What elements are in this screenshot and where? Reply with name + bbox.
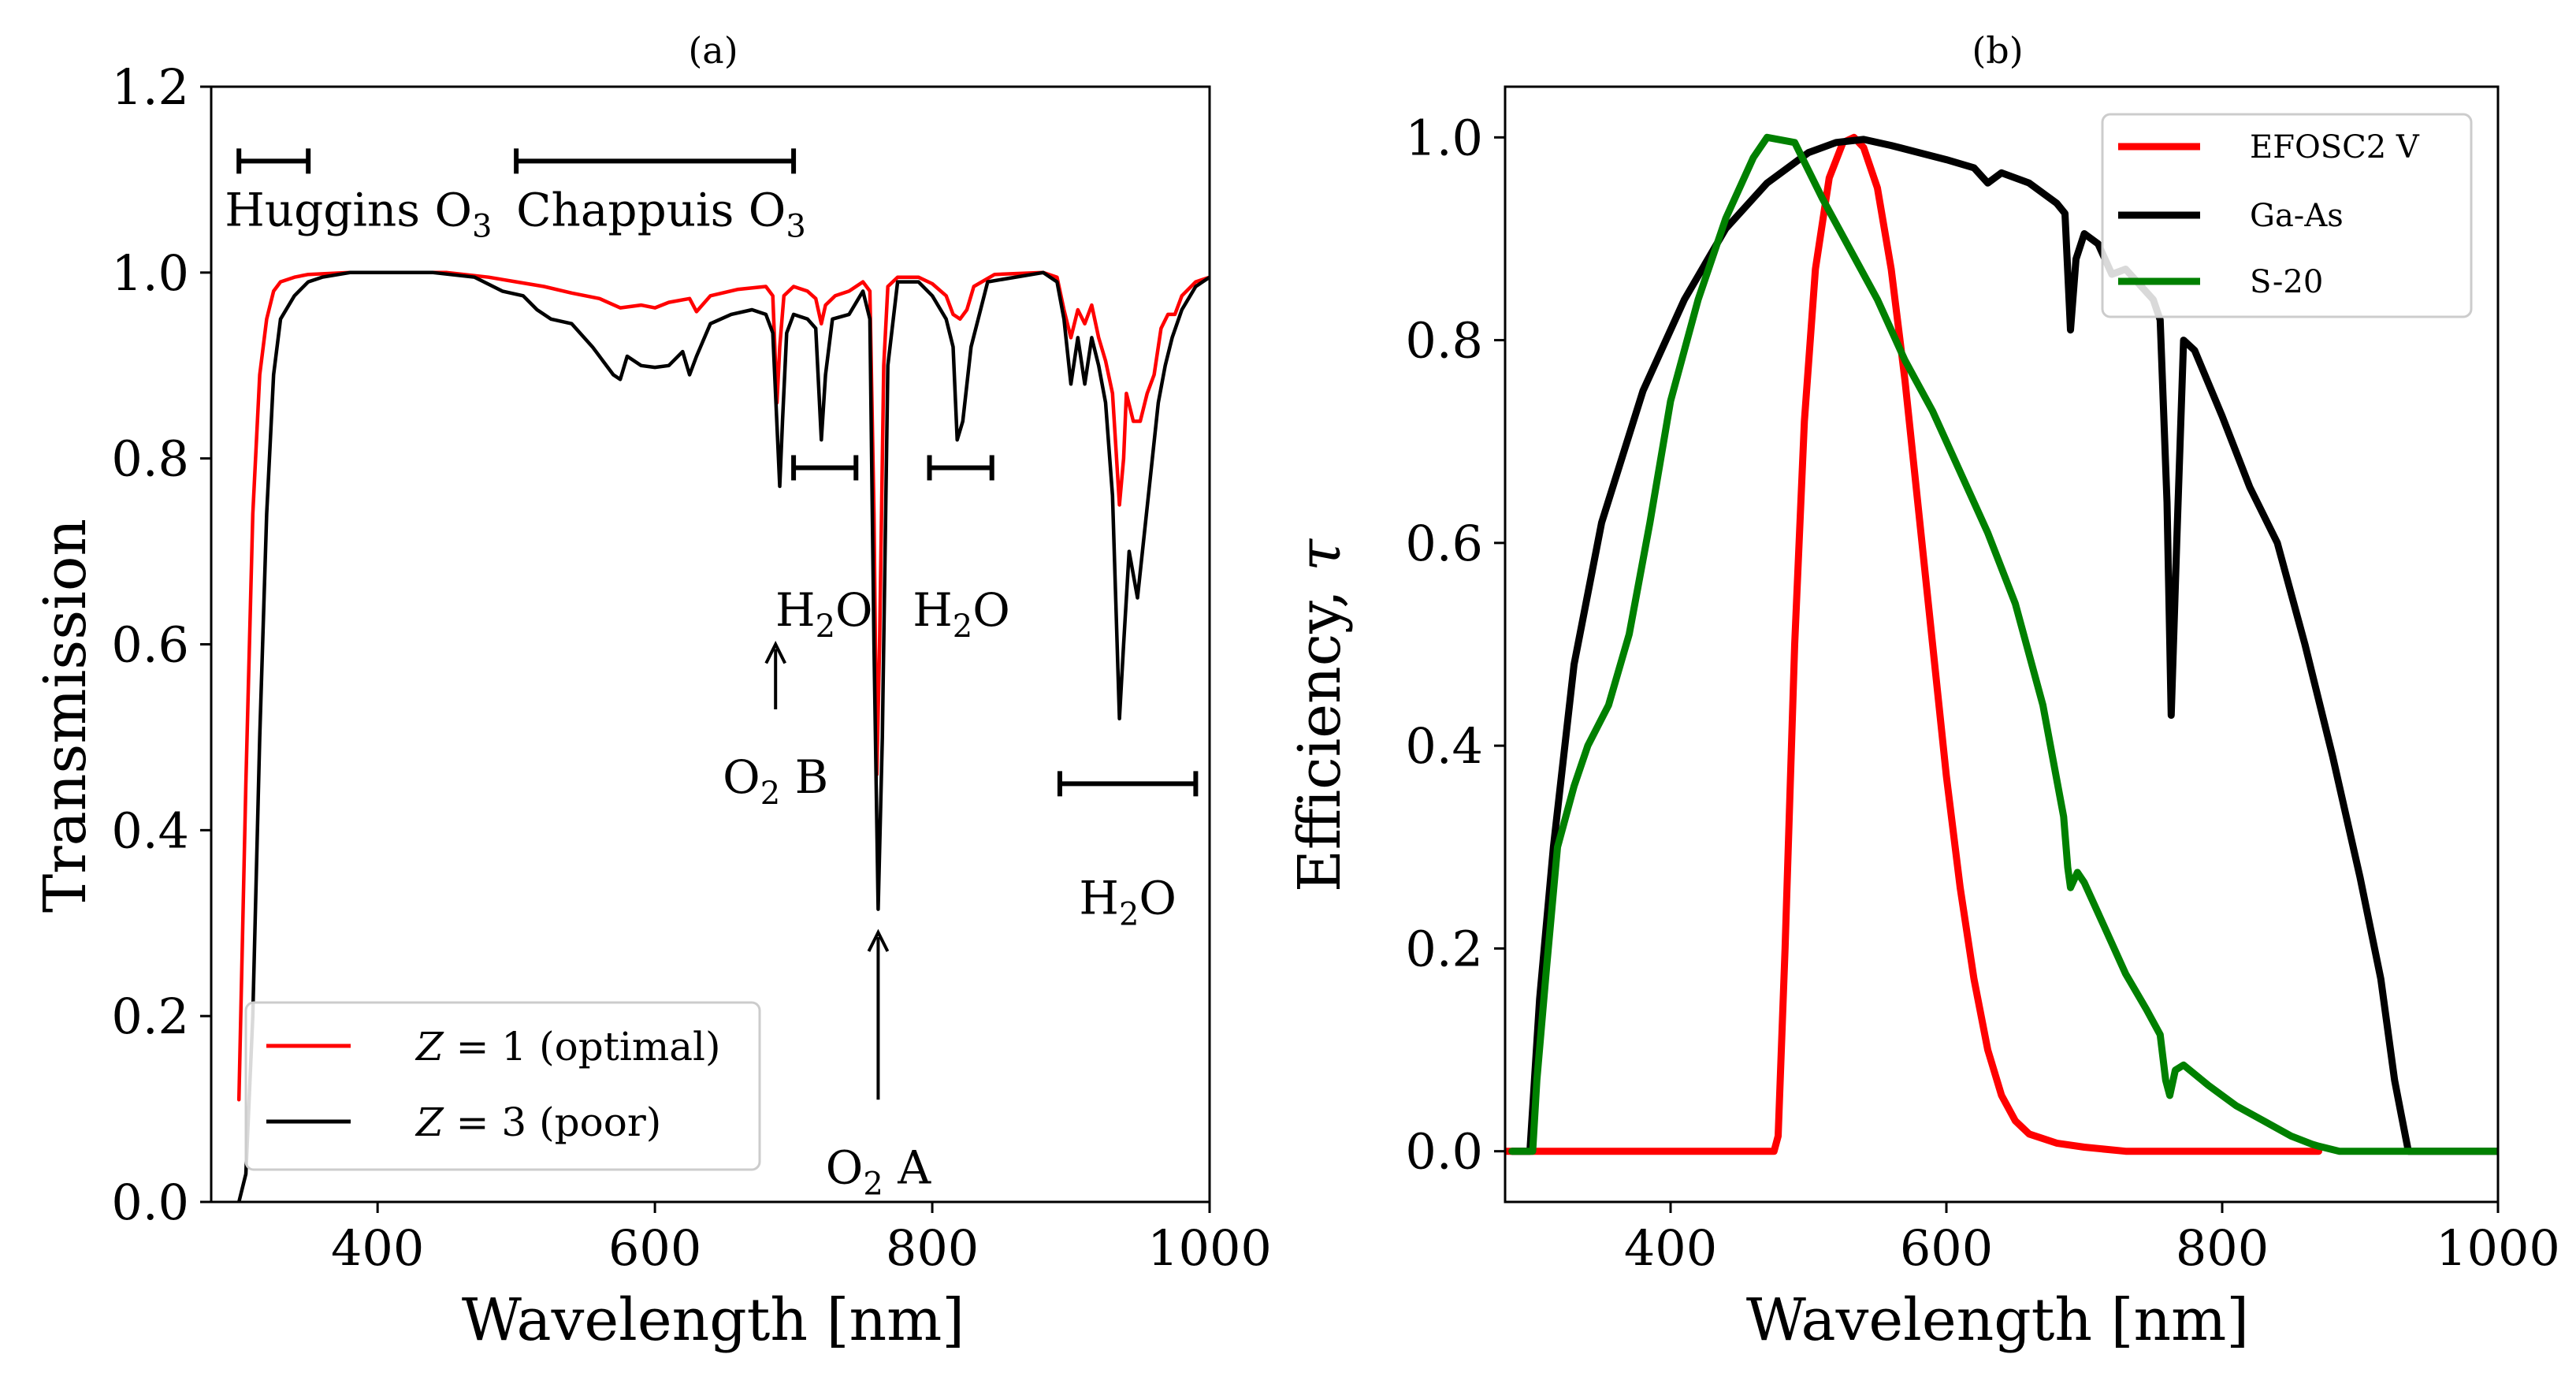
legend-label-z1-var: Z [414, 1024, 444, 1070]
x-tick-label: 400 [1624, 1219, 1717, 1277]
panel-a-y-ticks: 0.0 0.2 0.4 0.6 0.8 1.0 1.2 [111, 58, 211, 1231]
panel-a-title: (a) [688, 29, 738, 72]
legend-label-z1: Z = 1 (optimal) [414, 1024, 721, 1070]
x-tick-label: 800 [886, 1219, 979, 1277]
panel-a-x-ticks: 400 600 800 1000 [331, 1202, 1272, 1277]
tau-symbol: τ [1286, 538, 1354, 571]
panel-b-plot-area [1504, 85, 2500, 1204]
chappuis-bracket [514, 148, 797, 174]
y-tick-label: 0.2 [111, 988, 189, 1045]
panel-b-x-ticks: 400 600 800 1000 [1624, 1202, 2560, 1277]
legend-label-z3-var: Z [414, 1099, 444, 1145]
legend-label-z3: Z = 3 (poor) [414, 1099, 661, 1145]
panel-b-legend-box [2101, 113, 2473, 318]
huggins-label: Huggins O3 [225, 183, 492, 244]
x-tick-label: 800 [2176, 1219, 2269, 1277]
chappuis-label: Chappuis O3 [516, 183, 806, 244]
huggins-bracket [236, 148, 311, 174]
series-line-z-1-optimal [236, 270, 1210, 1102]
series-line-z-3-poor [236, 270, 1210, 1202]
x-tick-label: 1000 [2436, 1219, 2560, 1277]
panel-b-y-ticks: 0.0 0.2 0.4 0.6 0.8 1.0 [1405, 109, 1505, 1181]
legend-label-efosc2: EFOSC2 V [2250, 129, 2420, 166]
o2b-arrow [764, 641, 786, 710]
h2o-3-bracket [1057, 771, 1199, 797]
h2o-2-bracket [927, 455, 994, 481]
y-tick-label: 0.6 [1405, 515, 1483, 572]
o2a-arrow [867, 928, 890, 1100]
y-tick-label: 0.6 [111, 616, 189, 674]
panel-a-x-axis-label: Wavelength [nm] [462, 1286, 965, 1354]
panel-a-legend-box [244, 1001, 761, 1171]
series-line-efosc2-v [1505, 133, 2322, 1155]
panel-b-x-axis-label: Wavelength [nm] [1746, 1286, 2249, 1354]
y-tick-label: 0.8 [111, 430, 189, 488]
y-tick-label: 0.4 [1405, 717, 1483, 775]
panel-a-plot-area [210, 85, 1211, 1204]
legend-label-z3-rest: = 3 (poor) [444, 1099, 662, 1145]
panel-b: (b) 400 600 800 1000 0.0 0.2 0.4 0.6 0.8 1.0 Wav… [1286, 29, 2560, 1354]
panel-a: (a) 400 600 800 1000 0.00.20.40.60.81.01.2 … [32, 29, 1272, 1354]
x-tick-label: 600 [1900, 1219, 1993, 1277]
x-tick-label: 600 [608, 1219, 701, 1277]
panel-b-y-axis-label: Efficiency, τ [1286, 538, 1354, 892]
h2o-1-label: H2O [775, 583, 873, 645]
y-tick-label: 0.0 [111, 1174, 189, 1231]
panel-b-y-axis-label-text: Efficiency, [1286, 571, 1354, 892]
y-tick-label: 0.2 [1405, 920, 1483, 977]
x-tick-label: 400 [331, 1219, 424, 1277]
o2b-label: O2 B [723, 750, 828, 812]
panel-a-y-axis-label: Transmission [32, 519, 99, 913]
panel-b-legend: EFOSC2 V Ga-As S-20 [2101, 113, 2473, 318]
x-tick-label: 1000 [1147, 1219, 1272, 1277]
o2a-label: O2 A [826, 1140, 931, 1202]
plot-frame [1504, 85, 2500, 1204]
legend-label-z1-rest: = 1 (optimal) [444, 1024, 721, 1070]
y-tick-label: 0.4 [111, 802, 189, 859]
legend-label-gaas: Ga-As [2250, 198, 2344, 234]
h2o-1-bracket [791, 455, 859, 481]
y-tick-label: 0.8 [1405, 312, 1483, 370]
y-tick-label: 1.0 [1405, 109, 1483, 166]
h2o-3-label: H2O [1079, 871, 1176, 932]
panel-a-legend: Z = 1 (optimal) Z = 3 (poor) [244, 1001, 761, 1171]
series-line-s-20 [1508, 133, 2498, 1155]
h2o-2-label: H2O [913, 583, 1010, 645]
legend-label-s20: S-20 [2250, 264, 2323, 300]
panel-a-annotations: Huggins O3 Chappuis O3 H2O H2O H2O O2 B O2 A [225, 148, 1199, 1202]
y-tick-label: 0.0 [1405, 1123, 1483, 1181]
y-tick-label: 1.0 [111, 244, 189, 302]
panel-b-title: (b) [1972, 29, 2023, 72]
y-tick-label: 1.2 [111, 58, 189, 116]
